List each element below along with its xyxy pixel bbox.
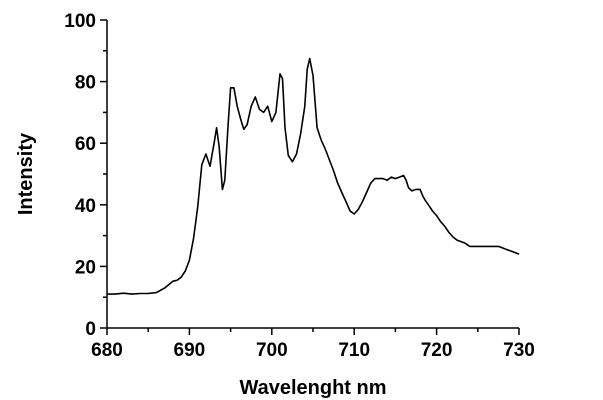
y-axis-ticks: 0 20 40 60 80 100 xyxy=(64,11,107,340)
y-tick-label: 100 xyxy=(64,11,96,32)
y-tick-label: 0 xyxy=(85,319,96,340)
x-tick-label: 730 xyxy=(503,340,535,361)
intensity-series-line xyxy=(107,57,520,295)
x-tick-label: 700 xyxy=(256,340,288,361)
y-tick-label: 60 xyxy=(75,134,96,155)
x-axis-label: Wavelenght nm xyxy=(239,377,386,399)
x-axis-ticks: 680 690 700 710 720 730 xyxy=(91,328,535,361)
x-tick-label: 710 xyxy=(338,340,370,361)
y-tick-label: 80 xyxy=(75,73,96,94)
y-tick-label: 20 xyxy=(75,257,96,278)
y-axis-label: Intensity xyxy=(15,132,37,215)
y-tick-label: 40 xyxy=(75,196,96,217)
x-tick-label: 680 xyxy=(91,340,123,361)
x-tick-label: 720 xyxy=(421,340,453,361)
x-tick-label: 690 xyxy=(174,340,206,361)
